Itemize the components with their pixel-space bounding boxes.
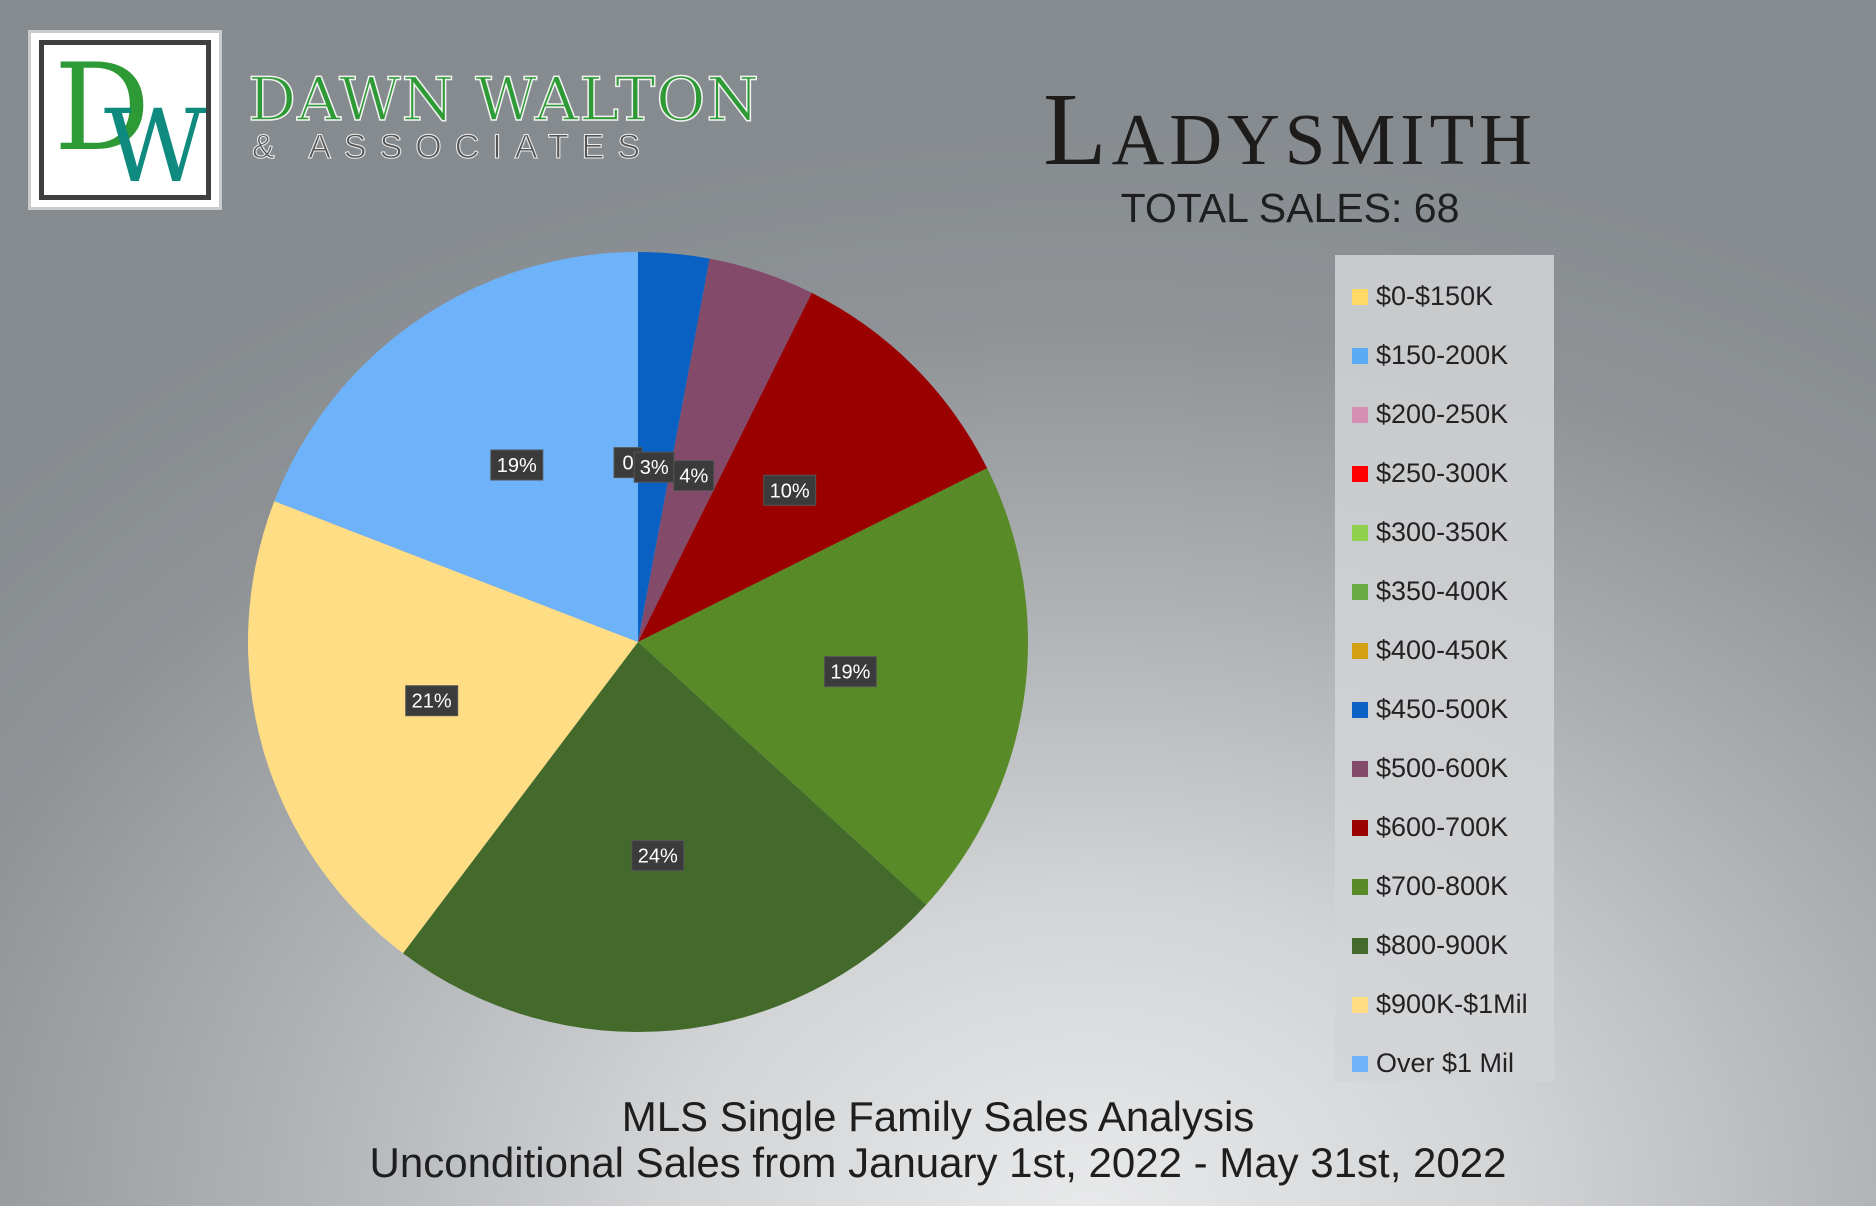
footer-date-range: Unconditional Sales from January 1st, 20… xyxy=(369,1139,1507,1186)
legend-label: $600-700K xyxy=(1376,812,1509,842)
legend-swatch xyxy=(1352,996,1368,1013)
legend-label: Over $1 Mil xyxy=(1376,1048,1515,1078)
svg-text:24%: 24% xyxy=(638,846,678,868)
legend-label: $500-600K xyxy=(1376,753,1509,783)
svg-text:19%: 19% xyxy=(497,455,537,477)
slice-data-label: 19% xyxy=(490,449,544,481)
legend-swatch xyxy=(1352,288,1368,305)
legend-swatch xyxy=(1352,701,1368,718)
logo-letter-d: D xyxy=(54,40,151,178)
legend-swatch xyxy=(1352,819,1368,836)
slice-data-label: 10% xyxy=(763,474,817,506)
svg-text:19%: 19% xyxy=(830,662,870,684)
svg-text:4%: 4% xyxy=(679,466,708,488)
legend-swatch xyxy=(1352,406,1368,423)
legend-item: $800-900K xyxy=(1335,916,1554,975)
legend-label: $900K-$1Mil xyxy=(1376,989,1528,1019)
legend-label: $800-900K xyxy=(1376,930,1509,960)
slice-data-label: 24% xyxy=(631,840,685,872)
legend-item: $400-450K xyxy=(1335,621,1554,680)
legend-swatch xyxy=(1352,583,1368,600)
company-logo: D W xyxy=(28,30,222,210)
svg-text:21%: 21% xyxy=(412,691,452,713)
legend-item: $300-350K xyxy=(1335,503,1554,562)
legend-swatch xyxy=(1352,937,1368,954)
legend-swatch xyxy=(1352,347,1368,364)
pie-slice xyxy=(638,292,988,642)
brand-name: DAWN WALTON xyxy=(247,65,760,135)
legend-item: $700-800K xyxy=(1335,857,1554,916)
pie-slice xyxy=(402,642,927,1033)
slice-data-label: 21% xyxy=(405,685,459,717)
legend-item: $600-700K xyxy=(1335,798,1554,857)
legend-item: $250-300K xyxy=(1335,444,1554,503)
legend-swatch xyxy=(1352,642,1368,659)
chart-legend: $0-$150K $150-200K $200-250K $250-300K $300-… xyxy=(1335,255,1554,1081)
legend-label: $0-$150K xyxy=(1376,281,1494,311)
legend-item: $150-200K xyxy=(1335,326,1554,385)
legend-item: $450-500K xyxy=(1335,680,1554,739)
legend-swatch xyxy=(1352,760,1368,777)
total-sales: TOTAL SALES: 68 xyxy=(1120,185,1460,231)
logo-letter-w: W xyxy=(104,88,207,200)
legend-label: $200-250K xyxy=(1376,399,1509,429)
pie-slice xyxy=(274,252,638,642)
slice-data-label: 3% xyxy=(633,451,675,483)
legend-item: $500-600K xyxy=(1335,739,1554,798)
slice-data-label: 4% xyxy=(673,460,715,492)
pie-slice xyxy=(638,258,812,642)
legend-swatch xyxy=(1352,524,1368,541)
legend-item: $200-250K xyxy=(1335,385,1554,444)
legend-label: $700-800K xyxy=(1376,871,1509,901)
svg-text:3%: 3% xyxy=(640,457,669,479)
legend-label: $400-450K xyxy=(1376,635,1509,665)
legend-swatch xyxy=(1352,878,1368,895)
brand-subtitle: & ASSOCIATES xyxy=(251,128,654,166)
legend-label: $250-300K xyxy=(1376,458,1509,488)
svg-text:10%: 10% xyxy=(770,480,810,502)
slice-data-label: 19% xyxy=(823,656,877,688)
legend-swatch xyxy=(1352,1055,1368,1072)
legend-label: $150-200K xyxy=(1376,340,1509,370)
legend-item: $900K-$1Mil xyxy=(1335,975,1554,1034)
pie-slice xyxy=(248,501,638,954)
legend-item: Over $1 Mil xyxy=(1335,1034,1554,1093)
footer-title: MLS Single Family Sales Analysis xyxy=(621,1093,1255,1140)
legend-item: $0-$150K xyxy=(1335,267,1554,326)
legend-label: $450-500K xyxy=(1376,694,1509,724)
legend-swatch xyxy=(1352,465,1368,482)
legend-label: $350-400K xyxy=(1376,576,1509,606)
pie-slice xyxy=(638,252,710,642)
logo-frame: D W xyxy=(39,40,211,200)
legend-item: $350-400K xyxy=(1335,562,1554,621)
svg-text:0: 0 xyxy=(622,453,633,475)
legend-label: $300-350K xyxy=(1376,517,1509,547)
city-title: Ladysmith xyxy=(1043,72,1537,187)
